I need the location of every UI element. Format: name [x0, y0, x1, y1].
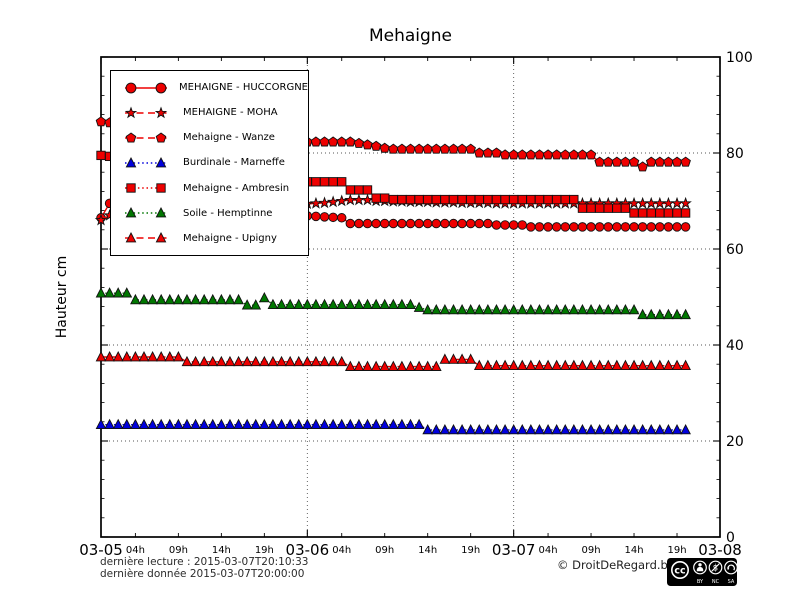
x-hour-label: 19h [667, 545, 686, 556]
nc-icon: $ [708, 560, 723, 575]
chart-title: Mehaigne [368, 26, 453, 46]
legend-label: Mehaigne - Ambresin [183, 182, 290, 194]
cc-license-badge: cc $ BY NC SA [667, 558, 737, 586]
x-day-label: 03-08 [698, 541, 742, 559]
legend-sample-huccorgne [125, 82, 167, 93]
x-hour-label: 14h [624, 545, 643, 556]
svg-text:cc: cc [674, 566, 685, 577]
x-day-label: 03-05 [79, 541, 123, 559]
legend-label: Mehaigne - Upigny [183, 232, 277, 244]
x-day-label: 03-07 [492, 541, 536, 559]
x-hour-label: 09h [169, 545, 188, 556]
legend-label: MEHAIGNE - HUCCORGNE [179, 82, 308, 94]
legend-item-ambresin: Mehaigne - Ambresin [121, 181, 308, 195]
legend-sample-moha [124, 106, 168, 119]
x-hour-label: 04h [126, 545, 145, 556]
sa-label: SA [728, 579, 735, 585]
y-tick-label: 20 [726, 434, 744, 450]
x-hour-label: 19h [255, 545, 274, 556]
legend-label: Mehaigne - Wanze [183, 132, 275, 144]
x-day-labels: 03-05 03-06 03-07 03-08 [79, 541, 742, 559]
legend-label: Burdinale - Marneffe [183, 157, 285, 169]
by-icon [693, 560, 707, 575]
x-day-label: 03-06 [286, 541, 330, 559]
x-hour-label: 19h [461, 545, 480, 556]
x-hour-label: 14h [212, 545, 231, 556]
svg-text:$: $ [713, 564, 718, 574]
cc-badge-background [667, 558, 737, 586]
axis-ticks [100, 56, 721, 538]
legend-item-marneffe: Burdinale - Marneffe [121, 156, 308, 170]
x-hour-label: 09h [375, 545, 394, 556]
legend-sample-hemptinne [125, 207, 167, 218]
y-tick-label: 80 [726, 146, 744, 162]
y-tick-labels: 0 20 40 60 80 100 [726, 50, 753, 546]
copyright-text: © DroitDeRegard.be [557, 558, 675, 572]
by-label: BY [697, 579, 704, 585]
legend-sample-wanze [125, 132, 167, 143]
x-hour-label: 04h [332, 545, 351, 556]
y-tick-label: 40 [726, 338, 744, 354]
legend-label: MEHAIGNE - MOHA [183, 107, 278, 119]
legend-item-upigny: Mehaigne - Upigny [121, 231, 308, 245]
y-tick-label: 100 [726, 50, 753, 66]
series-marneffe [95, 418, 691, 435]
series-hemptinne [95, 287, 691, 320]
legend-sample-marneffe [125, 157, 167, 168]
x-hour-label: 14h [418, 545, 437, 556]
x-hour-labels: 04h 09h 14h 19h 04h 09h 14h 19h 04h 09h 14h 19h [126, 545, 687, 556]
legend-item-huccorgne: MEHAIGNE - HUCCORGNE [121, 81, 308, 95]
legend-sample-upigny [125, 232, 167, 243]
last-data-text: dernière donnée 2015-03-07T20:00:00 [100, 568, 305, 580]
x-hour-label: 09h [582, 545, 601, 556]
legend-box: MEHAIGNE - HUCCORGNE MEHAIGNE - MOHA Mehai… [110, 70, 309, 256]
legend-item-hemptinne: Soile - Hemptinne [121, 206, 308, 220]
legend-item-moha: MEHAIGNE - MOHA [121, 106, 308, 120]
sa-icon [724, 560, 737, 575]
y-axis-label: Hauteur cm [54, 255, 70, 339]
legend-item-wanze: Mehaigne - Wanze [121, 131, 308, 145]
legend-sample-ambresin [125, 183, 167, 193]
y-tick-label: 0 [726, 530, 735, 546]
x-hour-label: 04h [539, 545, 558, 556]
nc-label: NC [712, 579, 720, 585]
y-tick-label: 60 [726, 242, 744, 258]
cc-icon: cc [671, 561, 689, 579]
legend-label: Soile - Hemptinne [183, 207, 273, 219]
series-upigny [95, 351, 691, 371]
last-reading-text: dernière lecture : 2015-03-07T20:10:33 [100, 556, 309, 568]
